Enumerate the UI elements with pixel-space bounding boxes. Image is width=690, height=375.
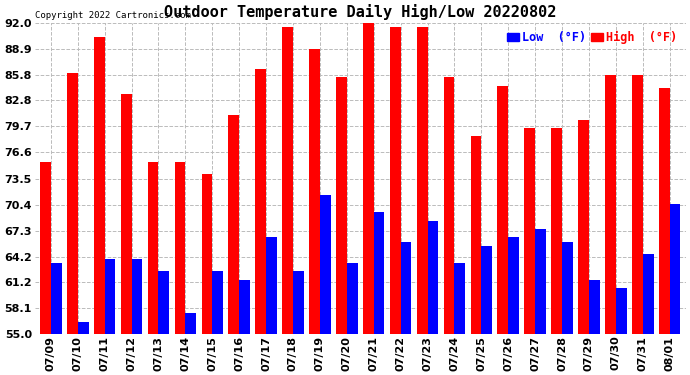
Bar xyxy=(201,174,213,334)
Bar xyxy=(643,254,653,334)
Bar xyxy=(589,280,600,334)
Title: Outdoor Temperature Daily High/Low 20220802: Outdoor Temperature Daily High/Low 20220… xyxy=(164,4,556,20)
Bar xyxy=(616,288,627,334)
Bar xyxy=(228,116,239,334)
Bar xyxy=(444,78,455,334)
Bar xyxy=(632,75,643,334)
Bar xyxy=(497,86,509,334)
Bar xyxy=(428,220,438,334)
Bar xyxy=(509,237,519,334)
Bar xyxy=(401,242,411,334)
Bar xyxy=(94,37,105,334)
Bar xyxy=(363,18,374,334)
Bar xyxy=(67,73,78,334)
Bar xyxy=(175,162,186,334)
Bar xyxy=(148,162,159,334)
Bar xyxy=(562,242,573,334)
Text: Copyright 2022 Cartronics.com: Copyright 2022 Cartronics.com xyxy=(34,10,190,20)
Bar xyxy=(266,237,277,334)
Bar xyxy=(390,27,401,334)
Bar xyxy=(347,263,357,334)
Bar xyxy=(535,229,546,334)
Bar xyxy=(659,88,670,334)
Bar xyxy=(121,94,132,334)
Bar xyxy=(132,258,142,334)
Bar xyxy=(282,27,293,334)
Bar xyxy=(186,313,196,334)
Bar xyxy=(78,322,88,334)
Bar xyxy=(374,212,384,334)
Bar xyxy=(159,271,169,334)
Bar xyxy=(40,162,51,334)
Bar xyxy=(471,136,482,334)
Bar xyxy=(239,280,250,334)
Bar xyxy=(482,246,492,334)
Bar xyxy=(417,27,428,334)
Bar xyxy=(578,120,589,334)
Bar xyxy=(336,78,347,334)
Bar xyxy=(524,128,535,334)
Bar xyxy=(670,204,680,334)
Bar xyxy=(105,258,115,334)
Bar xyxy=(605,75,616,334)
Bar xyxy=(51,263,61,334)
Bar xyxy=(309,49,320,334)
Bar xyxy=(293,271,304,334)
Bar xyxy=(255,69,266,334)
Bar xyxy=(455,263,465,334)
Bar xyxy=(320,195,331,334)
Bar xyxy=(213,271,223,334)
Legend: Low  (°F), High  (°F): Low (°F), High (°F) xyxy=(504,28,680,46)
Bar xyxy=(551,128,562,334)
